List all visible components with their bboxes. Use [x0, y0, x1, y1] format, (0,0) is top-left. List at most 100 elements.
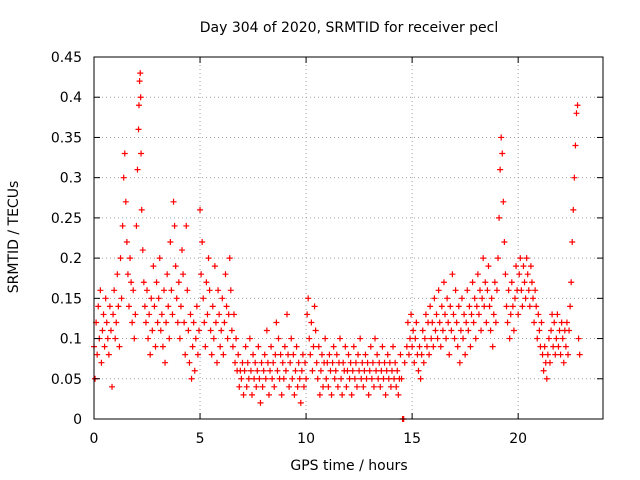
data-point: [293, 343, 300, 350]
data-point: [368, 375, 375, 382]
data-point: [160, 287, 167, 294]
data-point: [536, 327, 543, 334]
data-point: [505, 287, 512, 294]
data-point: [170, 198, 177, 205]
data-point: [483, 319, 490, 326]
data-point: [456, 359, 463, 366]
data-point: [123, 239, 130, 246]
data-point: [554, 311, 561, 318]
data-point: [174, 319, 181, 326]
data-point: [457, 327, 464, 334]
data-point: [208, 351, 215, 358]
data-point: [164, 271, 171, 278]
data-point: [229, 343, 236, 350]
data-point: [218, 327, 225, 334]
data-point: [506, 335, 513, 342]
data-point: [197, 206, 204, 213]
y-tick-label: 0.3: [60, 171, 82, 187]
data-point: [359, 359, 366, 366]
data-point: [455, 303, 462, 310]
data-point: [452, 287, 459, 294]
data-point: [162, 359, 169, 366]
data-point: [168, 287, 175, 294]
data-point: [479, 295, 486, 302]
data-point: [393, 383, 400, 390]
data-point: [290, 351, 297, 358]
data-point: [120, 174, 127, 181]
data-point: [420, 359, 427, 366]
y-tick-label: 0.2: [60, 251, 82, 267]
data-point: [520, 263, 527, 270]
data-point: [394, 367, 401, 374]
data-point: [348, 391, 355, 398]
data-point: [430, 343, 437, 350]
data-point: [233, 335, 240, 342]
y-tick-label: 0.05: [51, 372, 82, 388]
data-point: [398, 375, 405, 382]
data-point: [245, 375, 252, 382]
data-point: [294, 383, 301, 390]
data-point: [576, 351, 583, 358]
data-point: [528, 279, 535, 286]
plot-frame: [93, 56, 604, 420]
data-point: [282, 367, 289, 374]
data-point: [369, 359, 376, 366]
data-point: [154, 319, 161, 326]
data-point: [129, 319, 136, 326]
data-point: [169, 311, 176, 318]
data-point: [562, 343, 569, 350]
data-point: [219, 295, 226, 302]
data-point: [429, 319, 436, 326]
data-point: [306, 335, 313, 342]
data-point: [465, 327, 472, 334]
data-point: [387, 383, 394, 390]
data-point: [469, 279, 476, 286]
data-point: [323, 375, 330, 382]
data-point: [156, 255, 163, 262]
data-point: [382, 391, 389, 398]
data-point: [492, 319, 499, 326]
data-point: [185, 327, 192, 334]
data-point: [253, 383, 260, 390]
data-point: [226, 255, 233, 262]
data-point: [314, 375, 321, 382]
data-point: [195, 327, 202, 334]
data-point: [271, 383, 278, 390]
data-point: [311, 303, 318, 310]
data-point: [570, 206, 577, 213]
data-point: [474, 271, 481, 278]
data-point: [397, 351, 404, 358]
data-point: [539, 351, 546, 358]
data-point: [147, 351, 154, 358]
y-axis-label: SRMTID / TECUs: [6, 181, 22, 294]
data-point: [310, 343, 317, 350]
data-point: [211, 263, 218, 270]
data-point: [428, 335, 435, 342]
data-point: [511, 295, 518, 302]
data-point: [572, 142, 579, 149]
data-point: [216, 311, 223, 318]
y-tick-label: 0.15: [51, 291, 82, 307]
data-point: [298, 367, 305, 374]
y-tick-label: 0.25: [51, 211, 82, 227]
data-point: [329, 359, 336, 366]
y-tick-label: 0.1: [60, 332, 82, 348]
data-point: [134, 166, 141, 173]
data-point: [550, 343, 557, 350]
data-point: [194, 351, 201, 358]
data-point: [285, 351, 292, 358]
data-point: [392, 359, 399, 366]
data-point: [376, 359, 383, 366]
data-point: [351, 375, 358, 382]
data-point: [265, 391, 272, 398]
data-point: [358, 375, 365, 382]
data-point: [173, 295, 180, 302]
data-point: [356, 367, 363, 374]
data-point: [412, 335, 419, 342]
data-point: [495, 255, 502, 262]
data-point: [522, 295, 529, 302]
data-point: [119, 222, 126, 229]
data-point: [501, 239, 508, 246]
data-point: [125, 303, 132, 310]
data-point: [179, 247, 186, 254]
